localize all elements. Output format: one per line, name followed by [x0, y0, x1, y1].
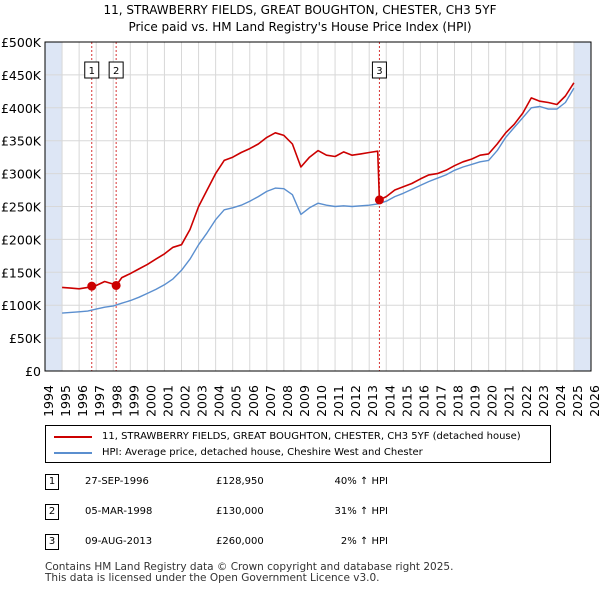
y-tick-label: £400K: [1, 101, 42, 116]
sale-hpi-change: 40% ↑ HPI: [334, 476, 388, 487]
x-tick-label: 2019: [468, 385, 483, 417]
x-tick-label: 2021: [502, 385, 517, 417]
sale-marker-label: 3: [376, 66, 382, 77]
x-tick-label: 1994: [41, 385, 56, 417]
legend-label-hpi: HPI: Average price, detached house, Ches…: [102, 447, 423, 458]
plot-frame: [44, 41, 592, 372]
chart-title: 11, STRAWBERRY FIELDS, GREAT BOUGHTON, C…: [0, 2, 600, 36]
x-tick-label: 2005: [229, 385, 244, 417]
x-tick-label: 2010: [314, 385, 329, 417]
sale-number-badge: 2: [45, 504, 59, 520]
y-tick-label: £500K: [1, 35, 42, 50]
x-tick-label: 1997: [92, 385, 107, 417]
legend-item-hpi: HPI: Average price, detached house, Ches…: [54, 447, 423, 459]
legend-swatch-property: [54, 436, 92, 438]
footer-line-1: Contains HM Land Registry data © Crown c…: [45, 561, 454, 573]
legend-swatch-hpi: [54, 452, 92, 454]
sale-number-badge: 1: [45, 474, 59, 490]
sale-marker-box: [371, 61, 387, 79]
legend-label-property: 11, STRAWBERRY FIELDS, GREAT BOUGHTON, C…: [102, 431, 521, 442]
x-tick-label: 2004: [212, 385, 227, 417]
sale-hpi-change: 2% ↑ HPI: [340, 536, 388, 547]
legend-item-property: 11, STRAWBERRY FIELDS, GREAT BOUGHTON, C…: [54, 431, 521, 443]
x-tick-label: 2013: [365, 385, 380, 417]
sale-date: 09-AUG-2013: [85, 536, 153, 547]
sale-row: 3 09-AUG-2013 £260,000 2% ↑ HPI: [45, 534, 445, 554]
x-tick-label: 2015: [399, 385, 414, 417]
y-tick-label: £250K: [1, 200, 42, 215]
x-tick-label: 2012: [348, 385, 363, 417]
footer-line-2: This data is licensed under the Open Gov…: [45, 572, 380, 584]
property-price-line: [62, 82, 575, 290]
sale-marker-box: [108, 61, 124, 79]
x-tick-label: 2025: [570, 385, 585, 417]
x-tick-label: 2003: [195, 385, 210, 417]
x-tick-label: 2006: [246, 385, 261, 417]
x-tick-label: 2007: [263, 385, 278, 417]
x-tick-label: 2008: [280, 385, 295, 417]
sale-marker-label: 2: [113, 66, 119, 77]
y-tick-label: £350K: [1, 134, 42, 149]
footer-attribution: Contains HM Land Registry data © Crown c…: [45, 562, 453, 584]
sale-price: £128,950: [216, 476, 264, 487]
sale-number-badge: 3: [45, 534, 59, 550]
x-tick-label: 2000: [143, 385, 158, 417]
x-tick-label: 2024: [553, 385, 568, 417]
sale-row: 2 05-MAR-1998 £130,000 31% ↑ HPI: [45, 504, 445, 524]
x-tick-label: 2002: [178, 385, 193, 417]
sale-marker-box: [84, 61, 100, 79]
sale-marker-label: 1: [89, 66, 95, 77]
x-tick-label: 2009: [297, 385, 312, 417]
x-tick-label: 2026: [587, 385, 600, 417]
sale-hpi-change: 31% ↑ HPI: [334, 506, 388, 517]
x-tick-label: 1995: [58, 385, 73, 417]
price-chart: 1 2 3 £0 £50K £100K £150K £200K £250K £300K £350K…: [1, 35, 600, 417]
x-tick-label: 2017: [433, 385, 448, 417]
x-tick-label: 1999: [126, 385, 141, 417]
x-tick-label: 1998: [109, 385, 124, 417]
y-tick-label: £150K: [1, 265, 42, 280]
y-tick-label: £0: [25, 364, 41, 379]
x-tick-label: 2022: [519, 385, 534, 417]
sale-row: 1 27-SEP-1996 £128,950 40% ↑ HPI: [45, 474, 445, 494]
x-tick-label: 2023: [536, 385, 551, 417]
y-tick-label: £50K: [9, 331, 42, 346]
sale-price: £130,000: [216, 506, 264, 517]
y-tick-label: £100K: [1, 298, 42, 313]
sale-price: £260,000: [216, 536, 264, 547]
x-tick-label: 2001: [160, 385, 175, 417]
hpi-line: [62, 87, 575, 314]
chart-legend: 11, STRAWBERRY FIELDS, GREAT BOUGHTON, C…: [45, 425, 551, 463]
x-tick-label: 2018: [451, 385, 466, 417]
sale-date: 05-MAR-1998: [85, 506, 153, 517]
x-tick-label: 2016: [416, 385, 431, 417]
title-line-1: 11, STRAWBERRY FIELDS, GREAT BOUGHTON, C…: [103, 3, 497, 17]
y-tick-label: £200K: [1, 232, 42, 247]
x-tick-label: 2020: [485, 385, 500, 417]
sale-date: 27-SEP-1996: [85, 476, 149, 487]
sale-point: [374, 195, 384, 205]
y-tick-label: £450K: [1, 68, 42, 83]
x-tick-label: 2014: [382, 385, 397, 417]
x-tick-label: 1996: [75, 385, 90, 417]
x-tick-label: 2011: [331, 385, 346, 417]
sale-point: [111, 280, 121, 290]
sale-point: [87, 281, 97, 291]
title-line-2: Price paid vs. HM Land Registry's House …: [128, 20, 472, 34]
y-tick-label: £300K: [1, 167, 42, 182]
